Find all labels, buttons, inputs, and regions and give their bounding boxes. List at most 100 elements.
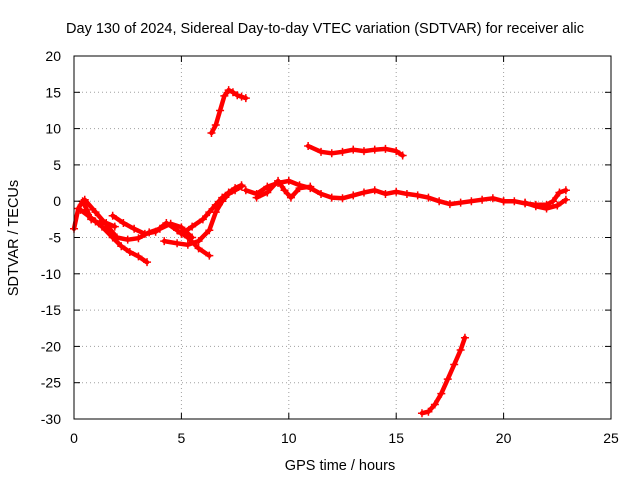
data-point	[392, 147, 401, 156]
data-point	[160, 237, 169, 246]
data-point	[555, 188, 564, 197]
y-tick-label: 0	[53, 193, 61, 209]
data-point	[417, 409, 426, 418]
data-point	[424, 193, 433, 202]
series-line	[82, 197, 195, 242]
data-point	[349, 145, 358, 154]
series-late-low	[521, 195, 570, 213]
y-tick-label: -15	[41, 302, 61, 318]
x-tick-label: 0	[70, 430, 78, 446]
data-point	[123, 235, 132, 244]
data-point	[241, 94, 250, 103]
data-point	[224, 86, 233, 95]
data-point	[561, 186, 570, 195]
y-tick-label: -10	[41, 266, 61, 282]
data-point	[286, 193, 295, 202]
data-point	[241, 186, 250, 195]
data-point	[140, 229, 149, 238]
data-series	[70, 86, 570, 418]
data-point	[317, 189, 326, 198]
data-point	[173, 226, 182, 235]
series-mid-wave	[108, 211, 214, 260]
data-point	[231, 184, 240, 193]
data-point	[183, 240, 192, 249]
data-point	[162, 218, 171, 227]
data-point	[87, 213, 96, 222]
data-point	[381, 144, 390, 153]
data-point	[237, 181, 246, 190]
data-point	[194, 237, 203, 246]
data-point	[205, 226, 214, 235]
data-point	[450, 360, 459, 369]
y-axis-label: SDTVAR / TECUs	[6, 180, 22, 296]
data-point	[306, 182, 315, 191]
series-line	[305, 143, 405, 158]
data-point	[435, 197, 444, 206]
x-tick-label: 5	[178, 430, 186, 446]
data-point	[218, 193, 227, 202]
data-point	[392, 187, 401, 196]
data-point	[456, 198, 465, 207]
y-tick-label: -25	[41, 375, 61, 391]
data-point	[173, 239, 182, 248]
data-point	[542, 204, 551, 213]
data-point	[205, 208, 214, 217]
x-axis-label: GPS time / hours	[285, 458, 395, 474]
data-point	[91, 208, 100, 217]
data-point	[263, 188, 272, 197]
data-point	[359, 188, 368, 197]
data-point	[349, 191, 358, 200]
data-point	[510, 197, 519, 206]
data-point	[119, 218, 128, 227]
x-axis-ticks: 0 5 10 15 20 25	[70, 56, 619, 446]
data-point	[108, 211, 117, 220]
data-point	[211, 120, 220, 129]
data-point	[134, 234, 143, 243]
data-point	[237, 92, 246, 101]
data-point	[402, 189, 411, 198]
data-point	[467, 197, 476, 206]
data-point	[228, 88, 237, 97]
data-point	[102, 220, 111, 229]
series-left-decline	[80, 195, 197, 244]
y-tick-label: -5	[49, 230, 62, 246]
data-point	[381, 189, 390, 198]
data-point	[424, 407, 433, 416]
data-point	[97, 222, 106, 231]
data-point	[233, 91, 242, 100]
data-point	[216, 106, 225, 115]
data-point	[338, 147, 347, 156]
data-point	[437, 389, 446, 398]
data-point	[531, 202, 540, 211]
data-point	[460, 333, 469, 342]
data-point	[327, 193, 336, 202]
y-tick-label: 20	[45, 48, 61, 64]
data-point	[370, 145, 379, 154]
grid	[74, 56, 611, 419]
data-point	[443, 375, 452, 384]
data-point	[499, 197, 508, 206]
series-morning-band	[177, 181, 246, 238]
series-upper-arc	[207, 86, 250, 137]
data-point	[317, 147, 326, 156]
y-tick-label: -20	[41, 338, 61, 354]
data-point	[151, 227, 160, 236]
data-point	[456, 346, 465, 355]
data-point	[398, 151, 407, 160]
y-tick-label: 5	[53, 157, 61, 173]
data-point	[338, 194, 347, 203]
data-point	[280, 186, 289, 195]
data-point	[445, 200, 454, 209]
data-point	[553, 201, 562, 210]
data-point	[211, 200, 220, 209]
series-lower-rise	[417, 333, 469, 418]
data-point	[488, 194, 497, 203]
series-lower-left-drop	[76, 205, 152, 267]
data-point	[188, 222, 197, 231]
data-point	[284, 176, 293, 185]
data-point	[130, 224, 139, 233]
data-point	[125, 248, 134, 257]
data-point	[80, 195, 89, 204]
data-point	[76, 205, 85, 214]
